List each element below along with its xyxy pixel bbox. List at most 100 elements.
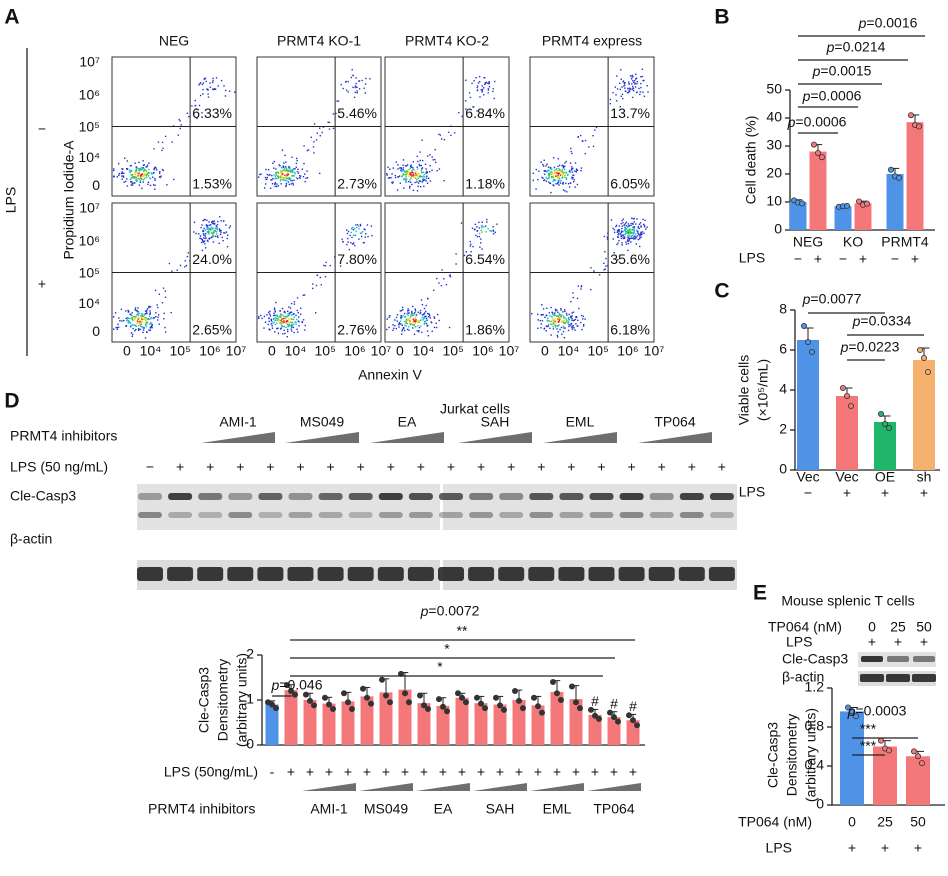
event-dot xyxy=(634,86,637,88)
row-sign: + xyxy=(382,764,390,780)
event-dot xyxy=(214,88,217,90)
event-dot xyxy=(155,316,157,318)
event-dot xyxy=(153,168,155,171)
event-dot xyxy=(620,237,623,240)
event-dot xyxy=(427,324,429,327)
event-dot xyxy=(130,165,132,167)
event-dot xyxy=(142,326,144,328)
band xyxy=(498,567,525,581)
event-dot xyxy=(154,179,156,181)
event-dot xyxy=(164,296,167,298)
event-dot xyxy=(637,238,639,241)
event-dot xyxy=(365,77,367,80)
event-dot xyxy=(171,141,173,143)
event-dot xyxy=(267,169,270,171)
event-dot xyxy=(483,226,485,228)
y-axis-label: (arbitrary units) xyxy=(234,653,250,747)
event-dot xyxy=(631,83,633,85)
event-dot xyxy=(144,318,146,321)
event-dot xyxy=(387,166,389,168)
event-dot xyxy=(279,176,282,178)
event-dot xyxy=(280,328,282,330)
event-dot xyxy=(220,79,223,82)
event-dot xyxy=(277,171,279,173)
event-dot xyxy=(291,156,293,158)
event-dot xyxy=(226,246,229,248)
event-dot xyxy=(287,181,290,183)
event-dot xyxy=(269,315,272,317)
event-dot xyxy=(176,269,178,271)
event-dot xyxy=(288,318,290,320)
event-dot xyxy=(417,185,419,187)
event-dot xyxy=(394,176,397,179)
event-dot xyxy=(623,237,626,239)
data-point xyxy=(805,338,812,345)
group-label: EML xyxy=(566,414,595,430)
band xyxy=(559,512,584,518)
event-dot xyxy=(403,187,405,189)
event-dot xyxy=(118,162,120,165)
event-dot xyxy=(423,185,425,188)
event-dot xyxy=(277,175,279,177)
event-dot xyxy=(408,312,410,314)
event-dot xyxy=(574,162,577,164)
event-dot xyxy=(630,222,632,225)
event-dot xyxy=(410,316,412,318)
y-tick-label: 10⁴ xyxy=(78,149,100,165)
event-dot xyxy=(484,82,487,84)
event-dot xyxy=(620,223,622,225)
event-dot xyxy=(628,90,630,92)
event-dot xyxy=(568,325,570,328)
event-dot xyxy=(479,246,481,248)
event-dot xyxy=(403,329,406,332)
event-dot xyxy=(226,237,228,240)
event-dot xyxy=(364,92,366,94)
event-dot xyxy=(409,320,411,322)
event-dot xyxy=(624,236,626,238)
event-dot xyxy=(145,170,148,172)
event-dot xyxy=(642,218,644,221)
event-dot xyxy=(352,242,355,245)
event-dot xyxy=(146,318,148,321)
event-dot xyxy=(565,177,568,179)
event-dot xyxy=(404,171,406,173)
data-point xyxy=(809,348,816,355)
event-dot xyxy=(410,175,413,177)
event-dot xyxy=(549,168,552,170)
band xyxy=(438,567,464,581)
event-dot xyxy=(580,286,583,288)
band xyxy=(499,493,524,500)
event-dot xyxy=(168,262,171,265)
event-dot xyxy=(576,325,578,327)
x-axis-label: TP064 (nM) xyxy=(738,814,812,830)
event-dot xyxy=(284,322,287,325)
event-dot xyxy=(415,320,417,322)
quadrant-percent: 6.33% xyxy=(192,105,232,121)
event-dot xyxy=(637,226,639,229)
y-axis-label: Propidium Iodide-A xyxy=(61,140,77,260)
event-dot xyxy=(563,322,566,324)
quadrant-percent: 6.84% xyxy=(465,105,505,121)
event-dot xyxy=(627,249,629,252)
event-dot xyxy=(145,321,147,323)
event-dot xyxy=(419,174,421,177)
event-dot xyxy=(641,68,643,70)
event-dot xyxy=(164,290,167,292)
y-axis-label: (arbitrary units) xyxy=(803,708,819,802)
event-dot xyxy=(136,179,138,182)
event-dot xyxy=(418,321,420,323)
event-dot xyxy=(569,171,572,174)
data-point xyxy=(416,692,423,699)
event-dot xyxy=(171,270,173,272)
data-point xyxy=(577,705,584,712)
y-tick-label: 0 xyxy=(774,221,782,237)
event-dot xyxy=(575,323,577,325)
event-dot xyxy=(417,325,419,327)
event-dot xyxy=(548,181,550,183)
event-dot xyxy=(138,321,141,323)
event-dot xyxy=(159,172,161,175)
event-dot xyxy=(113,328,115,330)
row-sign: + xyxy=(572,764,580,780)
event-dot xyxy=(284,174,286,176)
event-dot xyxy=(265,168,267,171)
